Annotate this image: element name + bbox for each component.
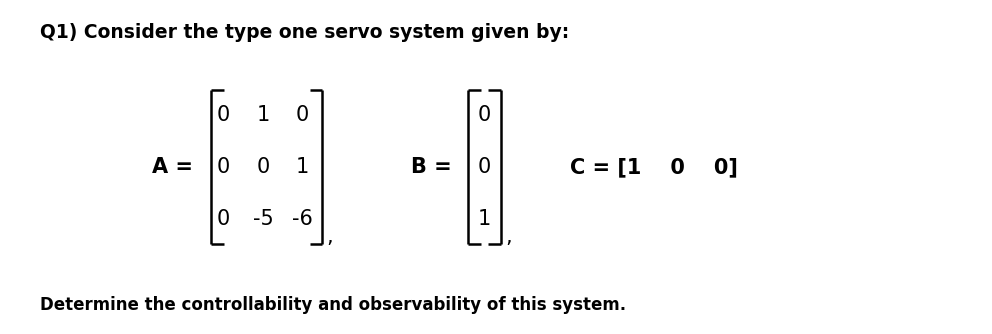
Text: 0: 0 <box>216 157 230 177</box>
Text: A =: A = <box>153 157 193 177</box>
Text: 1: 1 <box>256 105 270 125</box>
Text: Q1) Consider the type one servo system given by:: Q1) Consider the type one servo system g… <box>40 23 569 42</box>
Text: 0: 0 <box>477 157 491 177</box>
Text: 0: 0 <box>216 105 230 125</box>
Text: 0: 0 <box>296 105 310 125</box>
Text: ,: , <box>505 227 512 247</box>
Text: 1: 1 <box>296 157 310 177</box>
Text: -5: -5 <box>253 209 273 229</box>
Text: B =: B = <box>411 157 451 177</box>
Text: -6: -6 <box>292 209 313 229</box>
Text: 0: 0 <box>477 105 491 125</box>
Text: ,: , <box>326 227 333 247</box>
Text: 0: 0 <box>256 157 270 177</box>
Text: 1: 1 <box>477 209 491 229</box>
Text: C = [1    0    0]: C = [1 0 0] <box>570 157 738 177</box>
Text: 0: 0 <box>216 209 230 229</box>
Text: Determine the controllability and observability of this system.: Determine the controllability and observ… <box>40 296 626 314</box>
